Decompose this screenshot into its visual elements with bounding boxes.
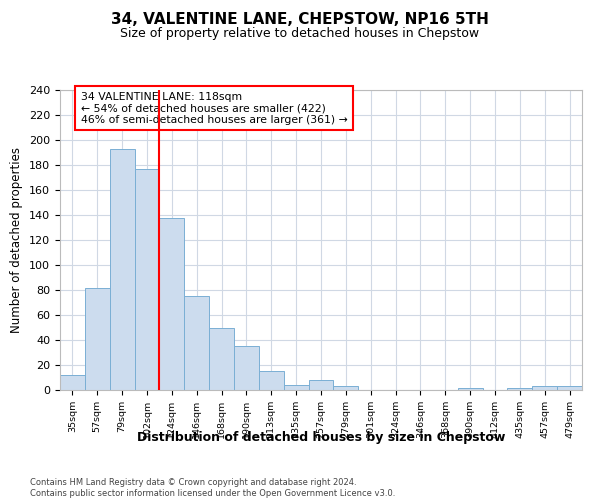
Y-axis label: Number of detached properties: Number of detached properties xyxy=(10,147,23,333)
Bar xyxy=(110,149,134,390)
Text: Contains HM Land Registry data © Crown copyright and database right 2024.
Contai: Contains HM Land Registry data © Crown c… xyxy=(30,478,395,498)
Text: Distribution of detached houses by size in Chepstow: Distribution of detached houses by size … xyxy=(137,431,505,444)
Bar xyxy=(209,328,234,390)
Bar xyxy=(308,380,334,390)
Bar xyxy=(160,218,184,390)
Text: 34 VALENTINE LANE: 118sqm
← 54% of detached houses are smaller (422)
46% of semi: 34 VALENTINE LANE: 118sqm ← 54% of detac… xyxy=(81,92,347,124)
Bar xyxy=(508,388,532,390)
Bar xyxy=(557,386,582,390)
Bar xyxy=(334,386,358,390)
Text: 34, VALENTINE LANE, CHEPSTOW, NP16 5TH: 34, VALENTINE LANE, CHEPSTOW, NP16 5TH xyxy=(111,12,489,28)
Bar xyxy=(184,296,209,390)
Bar xyxy=(134,169,160,390)
Bar xyxy=(532,386,557,390)
Bar xyxy=(259,371,284,390)
Bar xyxy=(234,346,259,390)
Bar xyxy=(85,288,110,390)
Bar xyxy=(284,385,308,390)
Bar xyxy=(458,388,482,390)
Text: Size of property relative to detached houses in Chepstow: Size of property relative to detached ho… xyxy=(121,28,479,40)
Bar xyxy=(60,375,85,390)
